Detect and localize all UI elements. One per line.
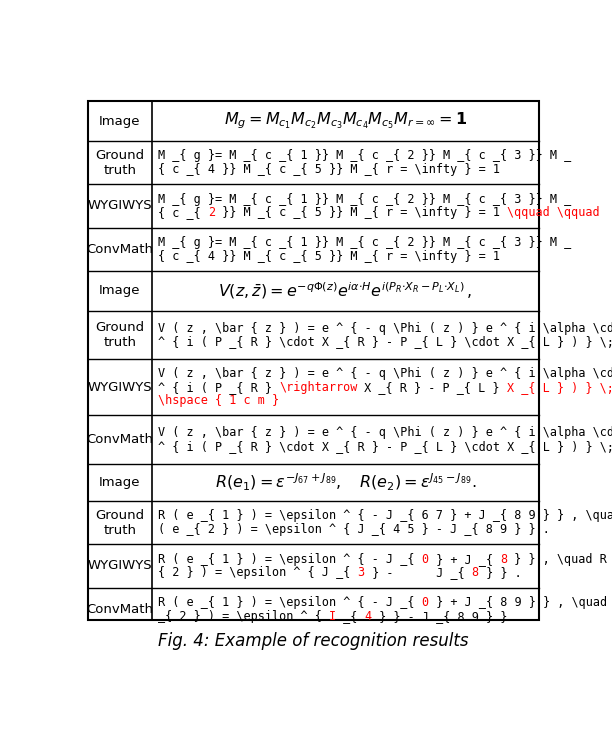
Text: Image: Image xyxy=(99,114,141,128)
Text: } } .: } } . xyxy=(479,566,521,579)
Text: I: I xyxy=(329,610,336,622)
Text: { c _{: { c _{ xyxy=(158,206,207,219)
Text: R ( e _{ 1 } ) = \epsilon ^ { - J _{ 6 7 } + J _{ 8 9 } } , \quad R: R ( e _{ 1 } ) = \epsilon ^ { - J _{ 6 7… xyxy=(158,509,612,522)
Text: 8: 8 xyxy=(471,566,479,579)
Text: WYGIWYS: WYGIWYS xyxy=(88,381,152,393)
Text: $M_g = M_{c_1}M_{c_2}M_{c_3}M_{c_4}M_{c_5}M_{r=\infty} = \mathbf{1}$: $M_g = M_{c_1}M_{c_2}M_{c_3}M_{c_4}M_{c_… xyxy=(224,111,467,132)
Text: ^ { i ( P _{ R } \cdot X _{ R } - P _{ L } \cdot X _{ L } ) } \; ,: ^ { i ( P _{ R } \cdot X _{ R } - P _{ L… xyxy=(158,335,612,348)
Text: 0: 0 xyxy=(422,553,428,565)
Text: V ( z , \bar { z } ) = e ^ { - q \Phi ( z ) } e ^ { i \alpha \cdot H } e: V ( z , \bar { z } ) = e ^ { - q \Phi ( … xyxy=(158,322,612,334)
Text: X _{ R } - P _{ L }: X _{ R } - P _{ L } xyxy=(357,381,507,393)
Text: R ( e _{ 1 } ) = \epsilon ^ { - J _{: R ( e _{ 1 } ) = \epsilon ^ { - J _{ xyxy=(158,553,422,565)
Text: } } - J _{ 8 9 } } .: } } - J _{ 8 9 } } . xyxy=(371,610,521,622)
Text: M _{ g }= M _{ c _{ 1 }} M _{ c _{ 2 }} M _{ c _{ 3 }} M _: M _{ g }= M _{ c _{ 1 }} M _{ c _{ 2 }} … xyxy=(158,193,571,206)
Text: } } , \quad R ( e _: } } , \quad R ( e _ xyxy=(507,553,612,565)
Text: } + J _{ 8 9 } } , \quad R ( e: } + J _{ 8 9 } } , \quad R ( e xyxy=(428,596,612,609)
Text: ( e _{ 2 } ) = \epsilon ^ { J _{ 4 5 } - J _{ 8 9 } } .: ( e _{ 2 } ) = \epsilon ^ { J _{ 4 5 } -… xyxy=(158,523,550,536)
Text: 2: 2 xyxy=(207,206,215,219)
Text: Image: Image xyxy=(99,284,141,298)
Text: \hspace { 1 c m }: \hspace { 1 c m } xyxy=(158,394,279,407)
Bar xyxy=(88,101,539,619)
Text: 3: 3 xyxy=(357,566,365,579)
Text: V ( z , \bar { z } ) = e ^ { - q \Phi ( z ) } e ^ { i \alpha \cdot H } e: V ( z , \bar { z } ) = e ^ { - q \Phi ( … xyxy=(158,367,612,380)
Text: Ground
truth: Ground truth xyxy=(95,149,144,177)
Text: ConvMath: ConvMath xyxy=(86,433,154,446)
Text: { c _{ 4 }} M _{ c _{ 5 }} M _{ r = \infty } = 1: { c _{ 4 }} M _{ c _{ 5 }} M _{ r = \inf… xyxy=(158,250,500,263)
Text: $V(z,\bar{z}) = e^{-q\Phi(z)}e^{i\alpha{\cdot}H}e^{i(P_R{\cdot}X_R - P_L{\cdot}X: $V(z,\bar{z}) = e^{-q\Phi(z)}e^{i\alpha{… xyxy=(218,280,472,301)
Text: } + J _{: } + J _{ xyxy=(428,553,500,565)
Text: }} M _{ c _{ 5 }} M _{ r = \infty } = 1: }} M _{ c _{ 5 }} M _{ r = \infty } = 1 xyxy=(215,206,507,219)
Text: ^ { i ( P _{ R }: ^ { i ( P _{ R } xyxy=(158,381,279,393)
Text: } -      J _{: } - J _{ xyxy=(365,566,471,579)
Text: _{ 2 } ) = \epsilon ^ {: _{ 2 } ) = \epsilon ^ { xyxy=(158,610,329,622)
Text: \rightarrow: \rightarrow xyxy=(279,381,357,393)
Text: { c _{ 4 }} M _{ c _{ 5 }} M _{ r = \infty } = 1: { c _{ 4 }} M _{ c _{ 5 }} M _{ r = \inf… xyxy=(158,163,500,176)
Text: Ground
truth: Ground truth xyxy=(95,509,144,536)
Text: V ( z , \bar { z } ) = e ^ { - q \Phi ( z ) } e ^ { i \alpha \cdot H } e: V ( z , \bar { z } ) = e ^ { - q \Phi ( … xyxy=(158,426,612,439)
Text: R ( e _{ 1 } ) = \epsilon ^ { - J _{: R ( e _{ 1 } ) = \epsilon ^ { - J _{ xyxy=(158,596,422,609)
Text: ^ { i ( P _{ R } \cdot X _{ R } - P _{ L } \cdot X _{ L } ) } \;: ^ { i ( P _{ R } \cdot X _{ R } - P _{ L… xyxy=(158,440,612,453)
Text: ConvMath: ConvMath xyxy=(86,603,154,616)
Text: WYGIWYS: WYGIWYS xyxy=(88,560,152,572)
Text: M _{ g }= M _{ c _{ 1 }} M _{ c _{ 2 }} M _{ c _{ 3 }} M _: M _{ g }= M _{ c _{ 1 }} M _{ c _{ 2 }} … xyxy=(158,150,571,162)
Text: { 2 } ) = \epsilon ^ { J _{: { 2 } ) = \epsilon ^ { J _{ xyxy=(158,566,357,579)
Text: 4: 4 xyxy=(365,610,371,622)
Text: Ground
truth: Ground truth xyxy=(95,321,144,349)
Text: _{: _{ xyxy=(336,610,365,622)
Text: M _{ g }= M _{ c _{ 1 }} M _{ c _{ 2 }} M _{ c _{ 3 }} M _: M _{ g }= M _{ c _{ 1 }} M _{ c _{ 2 }} … xyxy=(158,236,571,249)
Text: 0: 0 xyxy=(422,596,428,609)
Text: Fig. 4: Example of recognition results: Fig. 4: Example of recognition results xyxy=(159,632,469,650)
Text: \qquad \qquad: \qquad \qquad xyxy=(507,206,600,219)
Text: ConvMath: ConvMath xyxy=(86,243,154,256)
Text: $R(e_1) = \epsilon^{-J_{67}+J_{89}},\quad R(e_2) = \epsilon^{J_{45}-J_{89}}.$: $R(e_1) = \epsilon^{-J_{67}+J_{89}},\qua… xyxy=(215,472,476,493)
Text: 8: 8 xyxy=(500,553,507,565)
Text: Image: Image xyxy=(99,476,141,489)
Text: X _{ L } ) } \; ,: X _{ L } ) } \; , xyxy=(507,381,612,393)
Text: WYGIWYS: WYGIWYS xyxy=(88,200,152,212)
